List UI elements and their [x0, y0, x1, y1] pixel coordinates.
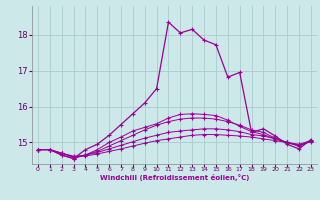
X-axis label: Windchill (Refroidissement éolien,°C): Windchill (Refroidissement éolien,°C)	[100, 174, 249, 181]
